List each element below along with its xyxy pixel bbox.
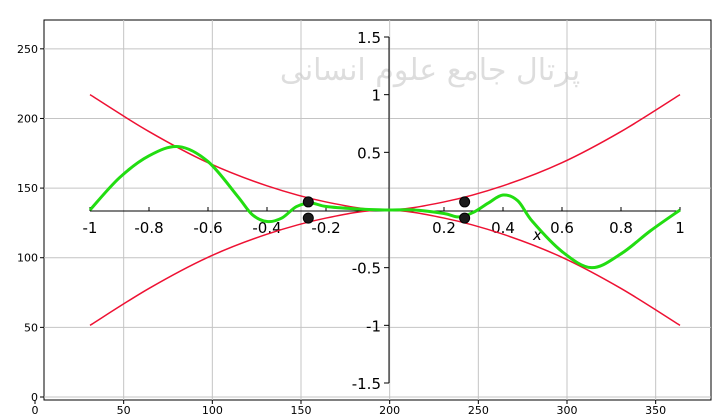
inner-x-tick-label: -1 <box>83 219 98 237</box>
outer-y-tick-label: 200 <box>17 112 38 125</box>
data-point <box>459 196 471 208</box>
data-point <box>302 212 314 224</box>
outer-y-tick-label: 150 <box>17 182 38 195</box>
series-line-2 <box>88 144 681 270</box>
data-point <box>459 212 471 224</box>
outer-axis: 0 50 100 150 200 250 300 350 0 50 100 150 200 250 <box>17 43 666 416</box>
inner-axis: x -1 -0.8 -0.6 -0.4 -0.2 0.2 0.4 0.6 0.8 1-1.5-1-… <box>83 29 685 393</box>
inner-y-tick-label: -0.5 <box>352 260 381 278</box>
outer-x-tick-label: 0 <box>32 404 39 416</box>
outer-y-tick-label: 250 <box>17 43 38 56</box>
outer-y-tick-label: 0 <box>31 391 38 404</box>
inner-y-tick-label: 0.5 <box>357 144 381 162</box>
points-group <box>302 196 471 224</box>
inner-x-tick-label: 0.2 <box>432 219 456 237</box>
outer-x-tick-label: 200 <box>379 404 400 416</box>
inner-x-tick-label: 0.8 <box>609 219 633 237</box>
grid <box>44 20 711 400</box>
outer-x-tick-label: 50 <box>117 404 131 416</box>
inner-y-tick-label: -1.5 <box>352 375 381 393</box>
inner-y-tick-label: 1 <box>371 87 381 105</box>
x-axis-label: x <box>532 226 542 244</box>
inner-x-tick-label: -0.8 <box>134 219 163 237</box>
inner-x-tick-label: -0.6 <box>193 219 222 237</box>
series-group <box>88 94 681 326</box>
inner-y-tick-label: -1 <box>366 317 381 335</box>
outer-x-tick-label: 250 <box>468 404 489 416</box>
outer-x-tick-label: 300 <box>557 404 578 416</box>
watermark: پرتال جامع علوم انسانی <box>280 53 580 88</box>
inner-x-tick-label: 1 <box>675 219 685 237</box>
outer-y-tick-label: 50 <box>24 321 38 334</box>
inner-x-tick-label: 0.6 <box>550 219 574 237</box>
outer-x-tick-label: 350 <box>645 404 666 416</box>
watermark-text: پرتال جامع علوم انسانی <box>280 53 580 88</box>
inner-x-tick-label: -0.2 <box>311 219 340 237</box>
data-point <box>302 196 314 208</box>
inner-y-tick-label: 1.5 <box>357 29 381 47</box>
outer-y-tick-label: 100 <box>17 252 38 265</box>
outer-x-tick-label: 150 <box>291 404 312 416</box>
outer-x-tick-label: 100 <box>202 404 223 416</box>
